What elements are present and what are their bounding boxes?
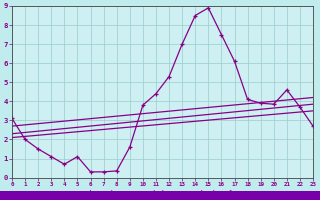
X-axis label: Windchill (Refroidissement éolien,°C): Windchill (Refroidissement éolien,°C) <box>84 190 241 197</box>
